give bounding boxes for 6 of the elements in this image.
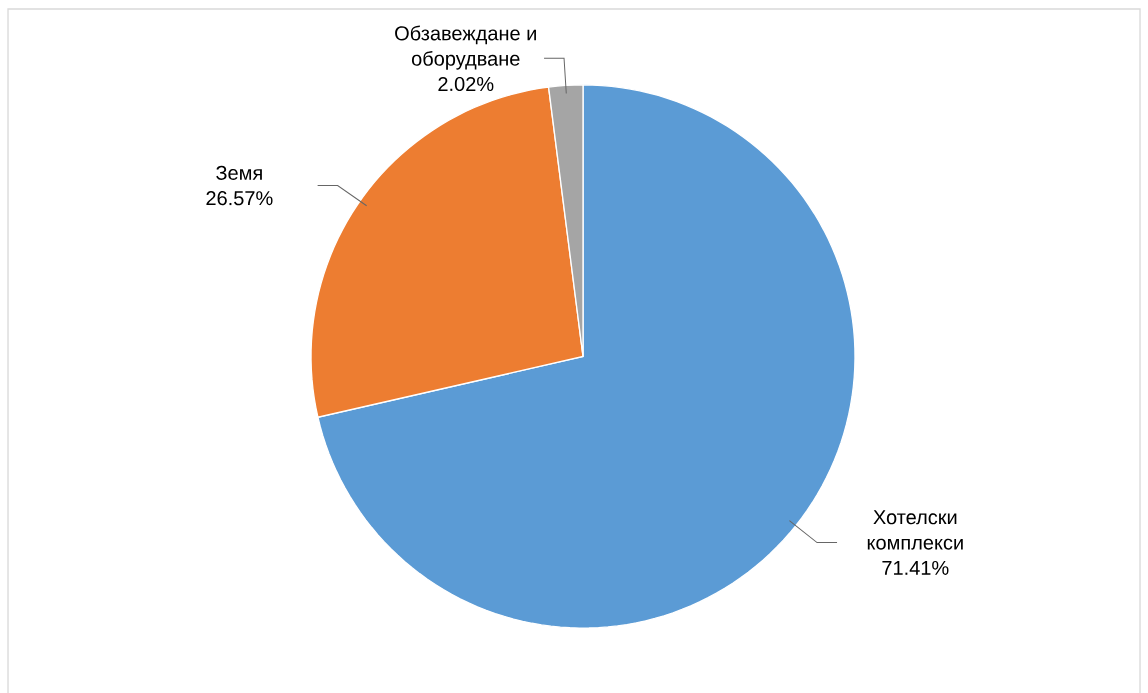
- slice-label: Хотелски комплекси: [867, 510, 963, 550]
- slice-label: Обзавеждане и оборудване: [395, 25, 536, 70]
- slice-label: Земя: [216, 165, 262, 180]
- data-label: 71.41%: [882, 560, 949, 575]
- data-label: 26.57%: [206, 191, 273, 206]
- data-label: 2.02%: [438, 76, 494, 92]
